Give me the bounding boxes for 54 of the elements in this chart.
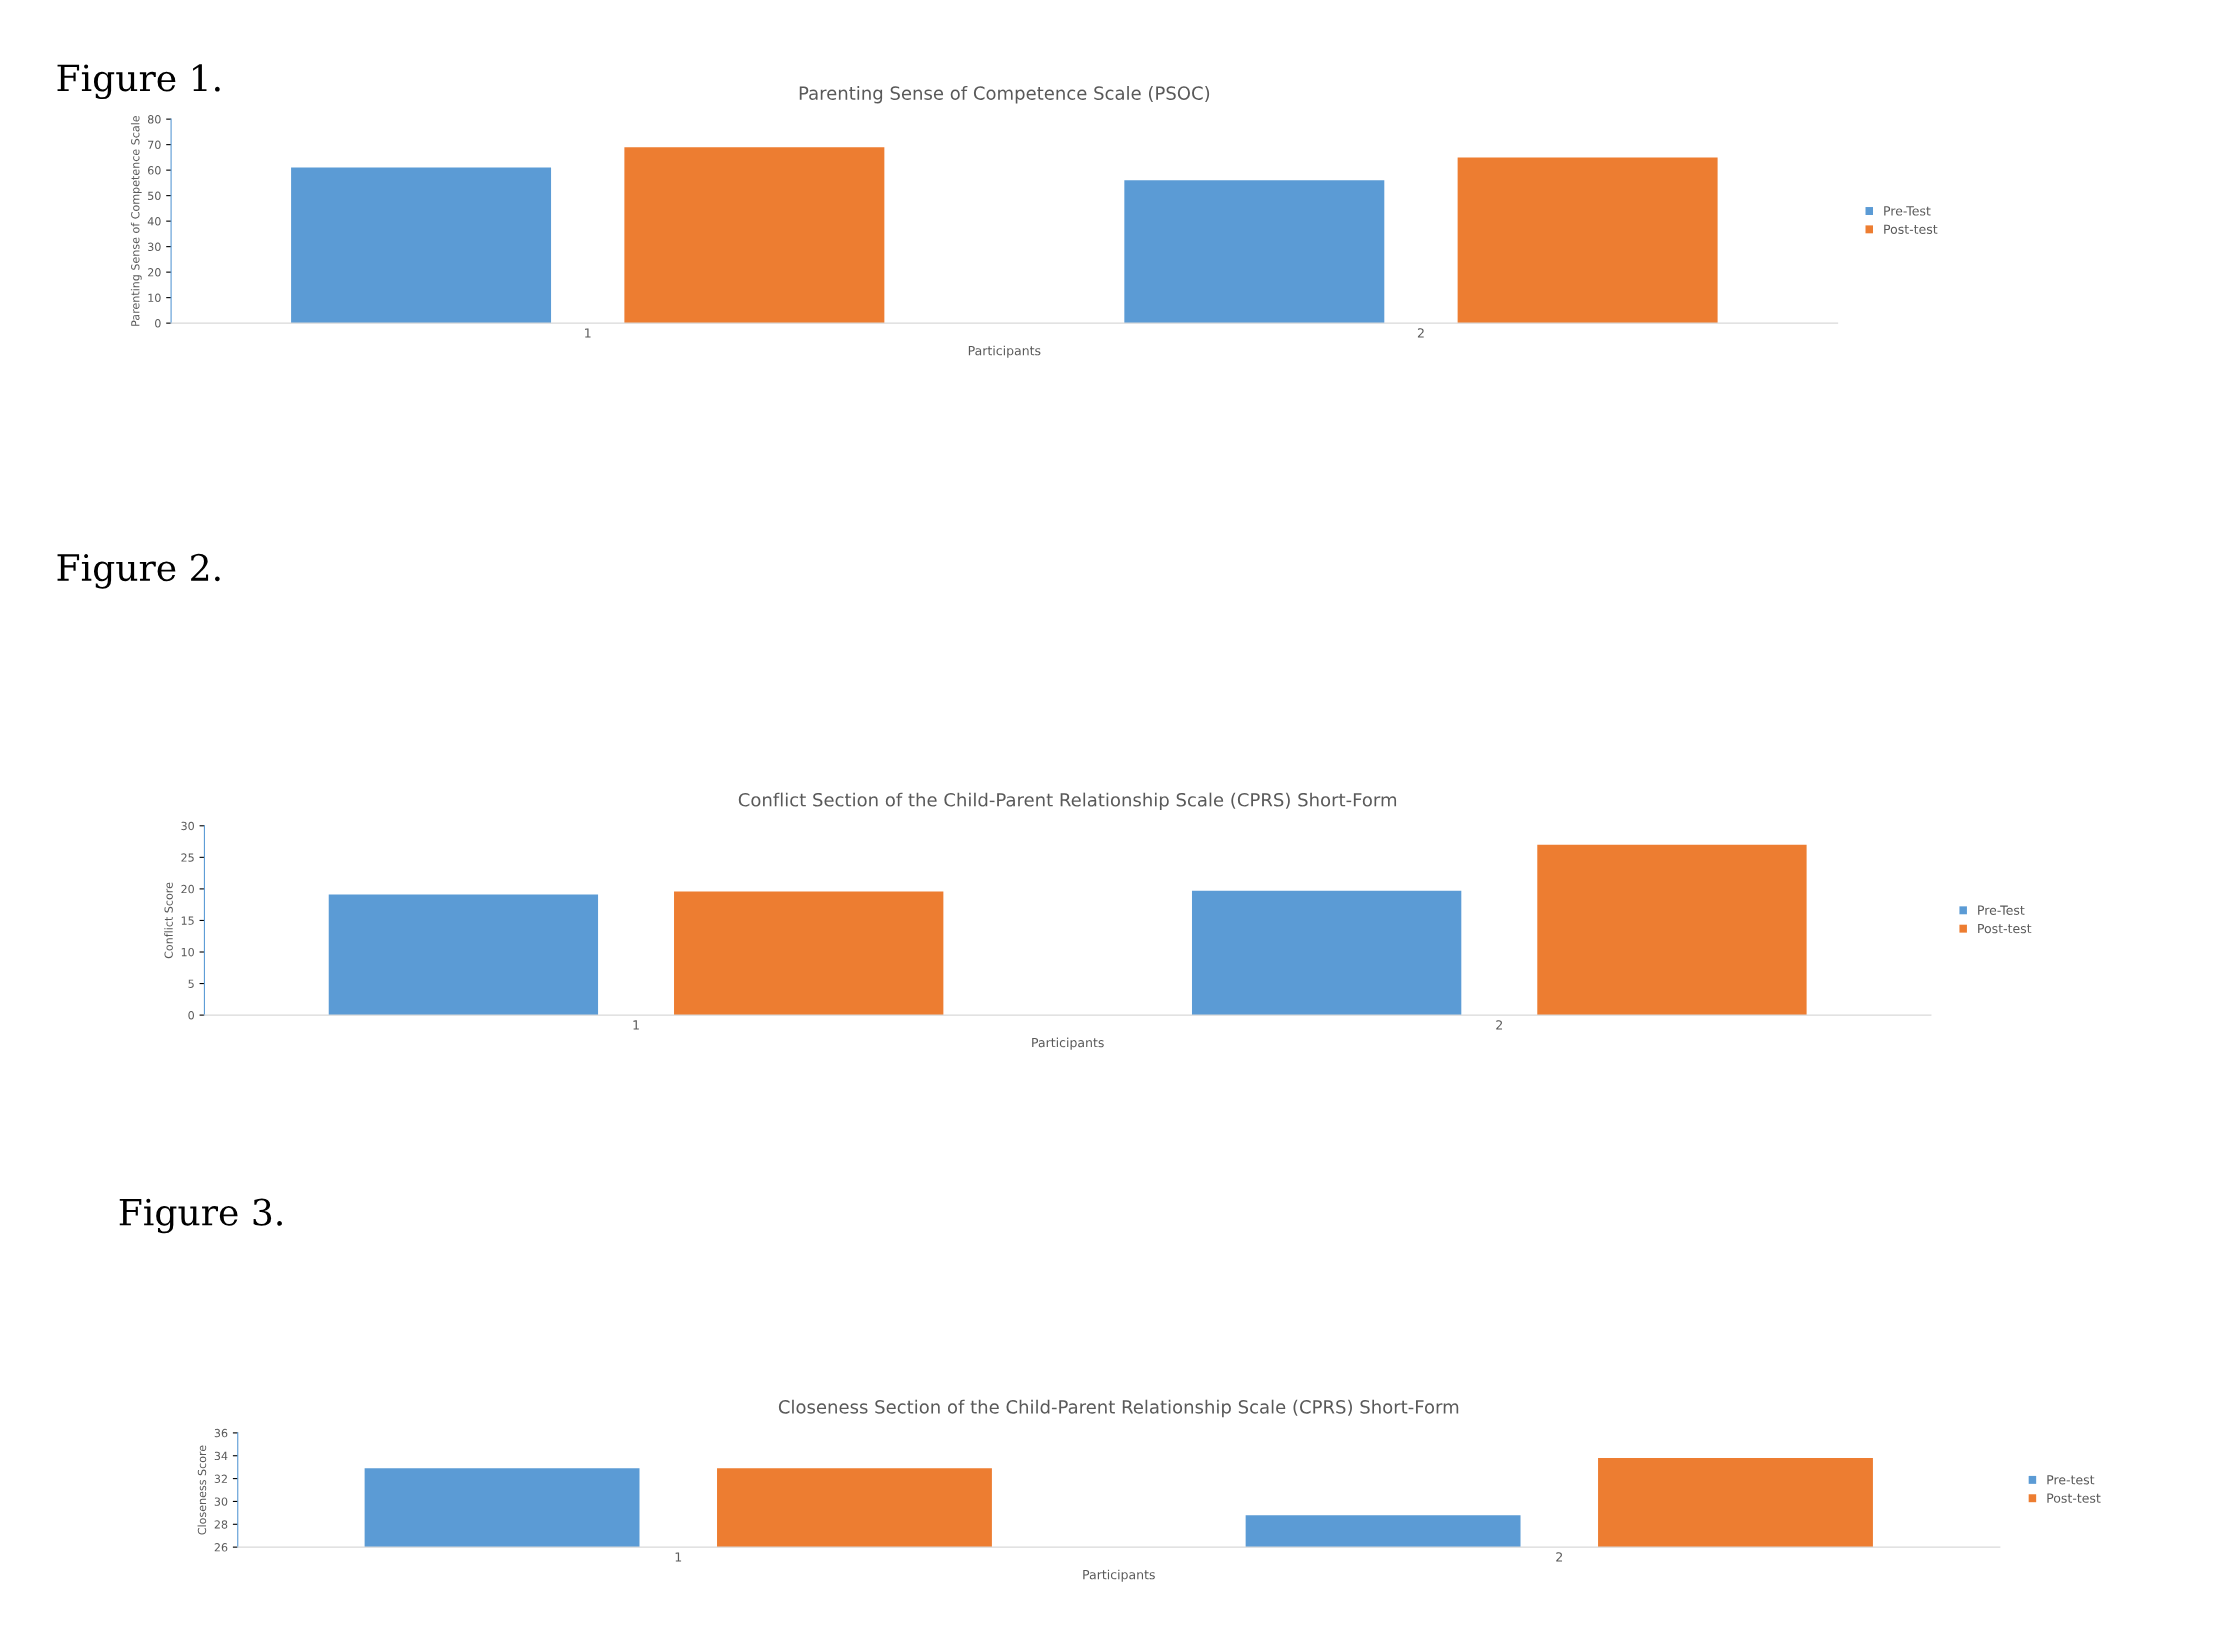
- bar: [1457, 157, 1718, 324]
- y-tick-label: 50: [148, 191, 161, 201]
- x-axis-title: Participants: [968, 345, 1041, 358]
- y-tick-label: 30: [148, 242, 161, 252]
- legend-label: Pre-Test: [1884, 206, 1931, 216]
- bar: [1537, 844, 1807, 1016]
- caption: Figure 2.: [57, 553, 220, 589]
- y-tick-label: 10: [148, 293, 161, 303]
- x-axis-title: Participants: [1083, 1569, 1155, 1582]
- legend-label: Post-test: [1978, 923, 2032, 934]
- y-tick-label: 5: [188, 979, 194, 988]
- y-axis-title: Parenting Sense of Competence Scale: [130, 115, 142, 326]
- bar: [1124, 180, 1385, 324]
- legend-label: Post-test: [2047, 1493, 2101, 1503]
- x-tick-label: 1: [585, 328, 591, 338]
- y-tick-label: 20: [148, 268, 161, 277]
- bar: [674, 891, 944, 1016]
- bar: [1191, 890, 1462, 1016]
- y-tick-label: 70: [148, 140, 161, 150]
- x-tick-label: 1: [633, 1020, 639, 1030]
- y-tick-label: 28: [214, 1520, 228, 1529]
- y-axis-title: Conflict Score: [164, 882, 173, 959]
- legend-label: Pre-test: [2047, 1475, 2095, 1485]
- caption: Figure 1.: [57, 64, 220, 100]
- bar: [328, 894, 599, 1016]
- y-tick-label: 34: [214, 1451, 228, 1461]
- y-tick-label: 0: [155, 319, 161, 328]
- y-tick-label: 25: [181, 853, 194, 862]
- x-tick-label: 1: [675, 1552, 682, 1562]
- y-tick-label: 80: [147, 115, 161, 124]
- y-tick-label: 15: [181, 916, 194, 925]
- x-tick-label: 2: [1496, 1020, 1503, 1030]
- y-tick-label: 36: [214, 1428, 228, 1438]
- y-axis-title: Closeness Score: [197, 1445, 207, 1535]
- y-tick-label: 30: [181, 821, 194, 831]
- chart-title: Parenting Sense of Competence Scale (PSOC): [799, 85, 1210, 104]
- y-tick-label: 40: [147, 217, 161, 226]
- y-tick-label: 26: [214, 1543, 228, 1552]
- bar: [291, 167, 552, 324]
- y-tick-label: 32: [214, 1474, 227, 1483]
- bar: [624, 147, 885, 324]
- caption: Figure 3.: [119, 1198, 282, 1234]
- x-axis-title: Participants: [1032, 1037, 1104, 1050]
- chart-title: Conflict Section of the Child-Parent Relationship Scale (CPRS) Short-Form: [738, 792, 1397, 811]
- legend-label: Pre-Test: [1978, 905, 2025, 915]
- y-tick-label: 20: [181, 884, 194, 894]
- y-tick-label: 60: [148, 166, 161, 175]
- legend-label: Post-test: [1884, 224, 1938, 234]
- y-tick-label: 10: [181, 947, 194, 957]
- x-tick-label: 2: [1556, 1552, 1563, 1562]
- x-tick-label: 2: [1417, 328, 1424, 338]
- y-tick-label: 0: [188, 1011, 194, 1020]
- chart-title: Closeness Section of the Child-Parent Relationship Scale (CPRS) Short-Form: [778, 1399, 1459, 1418]
- y-tick-label: 30: [214, 1497, 228, 1506]
